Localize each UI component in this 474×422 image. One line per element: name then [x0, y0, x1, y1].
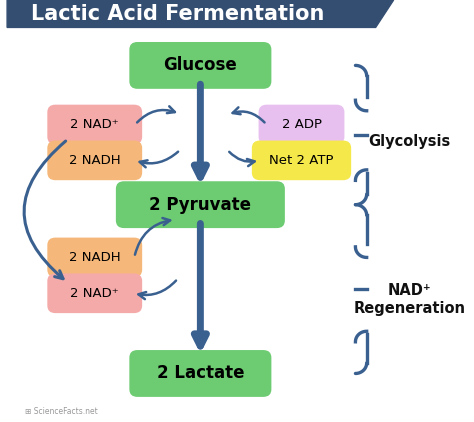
FancyBboxPatch shape — [47, 105, 142, 144]
Text: 2 NAD⁺: 2 NAD⁺ — [71, 118, 119, 131]
Text: Glycolysis: Glycolysis — [368, 134, 450, 149]
FancyBboxPatch shape — [129, 42, 272, 89]
Text: 2 NAD⁺: 2 NAD⁺ — [71, 287, 119, 300]
Text: 2 Pyruvate: 2 Pyruvate — [149, 196, 251, 214]
FancyBboxPatch shape — [252, 141, 351, 180]
FancyBboxPatch shape — [47, 141, 142, 180]
Text: Net 2 ATP: Net 2 ATP — [269, 154, 334, 167]
Polygon shape — [7, 0, 393, 27]
Text: ⊞ ScienceFacts.net: ⊞ ScienceFacts.net — [25, 407, 98, 416]
Text: Glucose: Glucose — [164, 57, 237, 74]
FancyBboxPatch shape — [47, 238, 142, 277]
Text: NAD⁺
Regeneration: NAD⁺ Regeneration — [354, 284, 465, 316]
FancyBboxPatch shape — [259, 105, 345, 144]
Text: 2 NADH: 2 NADH — [69, 251, 120, 264]
FancyBboxPatch shape — [129, 350, 272, 397]
FancyBboxPatch shape — [116, 181, 285, 228]
Text: 2 ADP: 2 ADP — [282, 118, 321, 131]
Text: 2 NADH: 2 NADH — [69, 154, 120, 167]
Text: 2 Lactate: 2 Lactate — [156, 365, 244, 382]
FancyBboxPatch shape — [47, 273, 142, 313]
Text: Lactic Acid Fermentation: Lactic Acid Fermentation — [31, 3, 325, 24]
